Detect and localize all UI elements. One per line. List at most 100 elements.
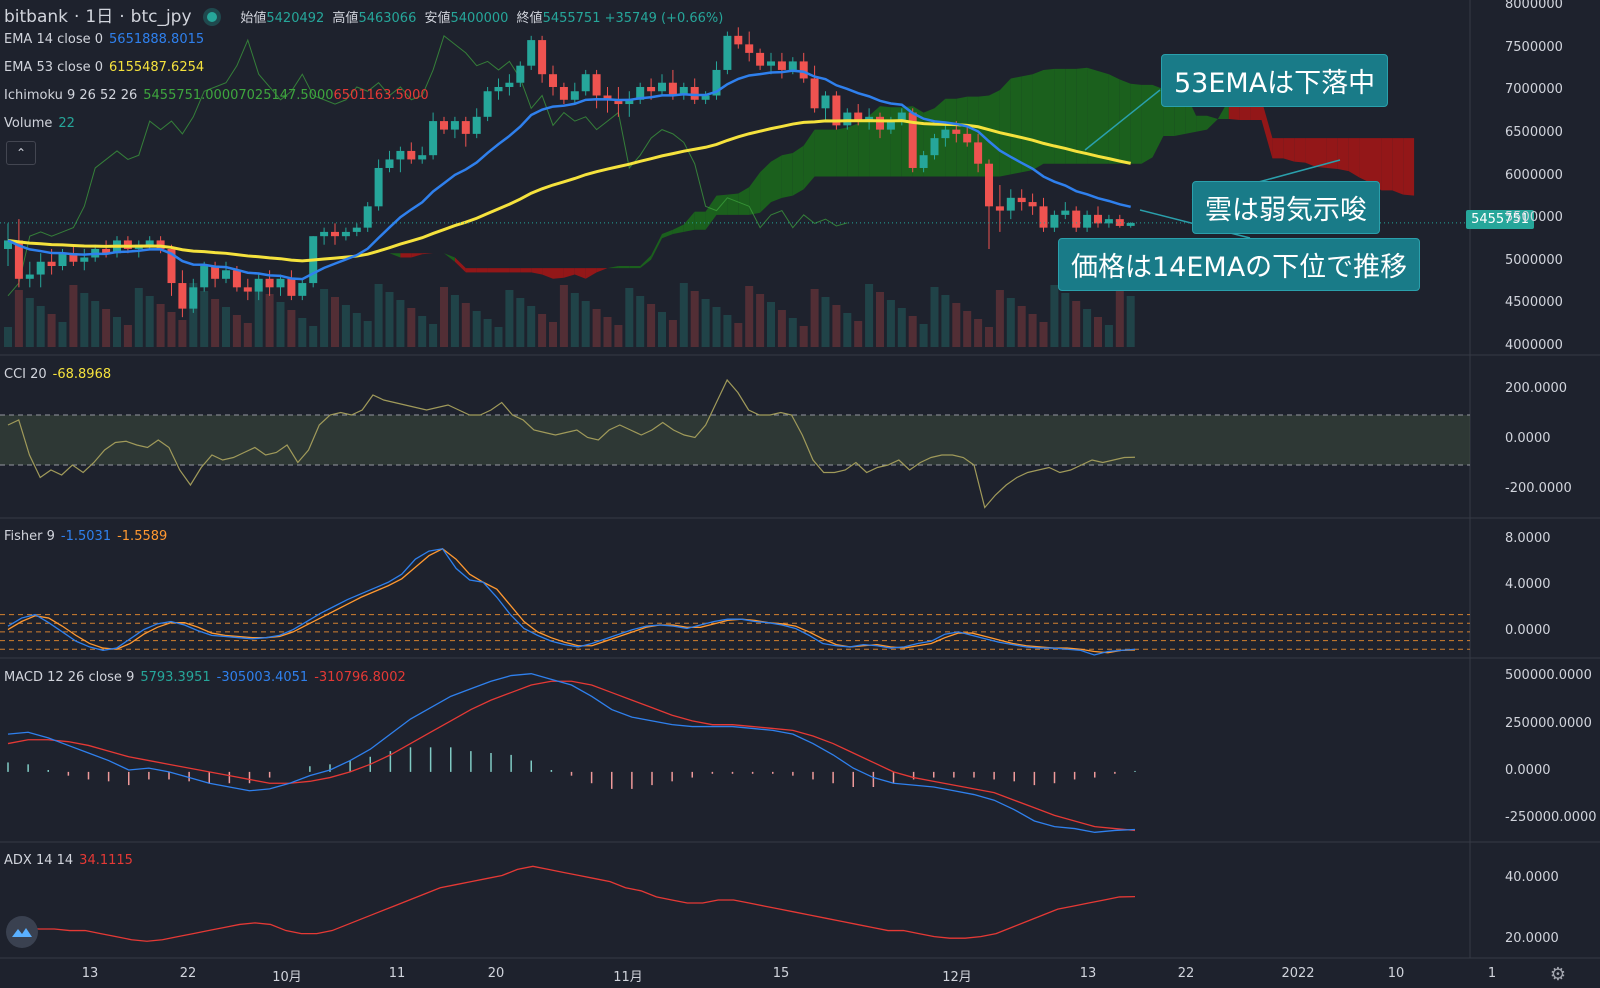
ichimoku-cloud-segment <box>1283 138 1295 162</box>
callout-pointer <box>1084 89 1161 151</box>
gear-icon[interactable]: ⚙ <box>1549 964 1566 985</box>
legend-ema53[interactable]: EMA 53 close 0 6155487.6254 <box>4 60 205 75</box>
legend-ema14[interactable]: EMA 14 close 0 5651888.8015 <box>4 32 205 47</box>
candle-body <box>712 69 721 96</box>
candle-body <box>14 240 23 279</box>
volume-bar <box>178 320 187 347</box>
volume-bar <box>418 316 427 347</box>
volume-bar <box>461 303 470 347</box>
volume-bar <box>298 318 307 347</box>
time-axis-tick: 22 <box>179 966 197 981</box>
volume-bar <box>276 302 285 347</box>
exchange-name[interactable]: bitbank <box>4 7 69 27</box>
candle-body <box>723 35 732 70</box>
candle-body <box>287 278 296 296</box>
candle-body <box>897 112 906 122</box>
volume-bar <box>843 313 852 347</box>
collapse-legend-button[interactable]: ⌃ <box>6 141 36 165</box>
candle-body <box>123 240 132 249</box>
volume-bar <box>211 299 220 347</box>
change-readout: +35749 (+0.66%) <box>604 11 724 26</box>
price-axis-tick: 8000000 <box>1505 0 1563 12</box>
candle-body <box>1061 210 1070 215</box>
candle-body <box>352 227 361 232</box>
candle-body <box>363 206 372 228</box>
macd-axis-tick: 250000.0000 <box>1505 715 1592 731</box>
candle-body <box>854 112 863 122</box>
ichimoku-cloud-segment <box>760 161 771 213</box>
volume-bar <box>886 300 895 347</box>
legend-macd[interactable]: MACD 12 26 close 9 5793.3951 -305003.4051-… <box>4 670 406 685</box>
time-axis-tick: 11 <box>388 966 406 981</box>
ema14-line <box>7 69 1131 281</box>
legend-ichimoku[interactable]: Ichimoku 9 26 52 26 5455751.00007025147.5… <box>4 88 429 103</box>
ichimoku-cloud-segment <box>553 268 564 279</box>
volume-bar <box>47 314 56 347</box>
candle-body <box>450 121 459 130</box>
legend-cci[interactable]: CCI 20 -68.8968 <box>4 367 112 382</box>
volume-bar <box>440 287 448 347</box>
candle-body <box>232 270 241 288</box>
ichimoku-cloud-segment <box>629 266 641 269</box>
volume-bar <box>309 326 318 347</box>
ichimoku-cloud-segment <box>1261 99 1273 159</box>
candle-body <box>516 65 525 83</box>
candle-body <box>952 129 961 134</box>
volume-bar <box>865 284 874 347</box>
volume-bar <box>876 292 884 347</box>
volume-bar <box>1050 285 1059 347</box>
volume-bar <box>254 286 263 347</box>
interval-label[interactable]: 1日 <box>85 7 114 27</box>
volume-bar <box>734 323 743 347</box>
volume-bar <box>331 297 339 347</box>
legend-fisher[interactable]: Fisher 9 -1.5031 -1.5589 <box>4 529 168 544</box>
volume-bar <box>58 322 67 347</box>
volume-bar <box>102 309 111 347</box>
ichimoku-cloud-segment <box>705 195 717 230</box>
candle-body <box>69 253 78 262</box>
candle-body <box>178 283 187 309</box>
candle-body <box>886 121 895 130</box>
candle-body <box>767 61 775 66</box>
volume-bar <box>134 288 143 347</box>
candle-body <box>418 155 427 160</box>
candle-body <box>494 86 503 92</box>
legend-volume[interactable]: Volume 22 <box>4 116 75 131</box>
candle-body <box>636 86 645 100</box>
candle-body <box>865 116 874 122</box>
fisher-axis-tick: 8.0000 <box>1505 530 1551 546</box>
volume-bar <box>145 296 154 347</box>
volume-bar <box>385 292 394 347</box>
candle-body <box>265 278 274 288</box>
candle-body <box>211 266 220 279</box>
price-axis-tick: 6500000 <box>1505 124 1563 140</box>
volume-bar <box>222 307 230 347</box>
pair-label[interactable]: btc_jpy <box>130 7 192 27</box>
time-axis-tick: 13 <box>81 966 99 981</box>
ichimoku-cloud-segment <box>640 255 652 269</box>
candle-body <box>745 44 754 53</box>
candle-body <box>1094 214 1102 224</box>
candle-body <box>1039 206 1048 228</box>
ichimoku-cloud-segment <box>618 266 630 269</box>
ichimoku-cloud-segment <box>1326 138 1338 170</box>
time-axis-tick: 13 <box>1079 966 1097 981</box>
volume-bar <box>821 297 830 347</box>
candle-body <box>941 129 950 139</box>
tradingview-logo-icon[interactable] <box>6 916 38 948</box>
price-axis-tick: 6000000 <box>1505 167 1563 183</box>
ichimoku-cloud-segment <box>465 268 477 273</box>
price-axis-tick: 7000000 <box>1505 82 1563 98</box>
ichimoku-cloud-segment <box>836 127 848 177</box>
candle-body <box>963 133 972 143</box>
candle-body <box>1115 219 1124 226</box>
volume-bar <box>36 306 45 347</box>
legend-adx[interactable]: ADX 14 14 34.1115 <box>4 853 133 868</box>
ichimoku-cloud-segment <box>1043 68 1055 164</box>
ichimoku-cloud-segment <box>476 268 488 273</box>
volume-bar <box>472 311 481 347</box>
ohlc-readout: 始値5420492 高値5463066 安値5400000 終値5455751 … <box>240 11 724 26</box>
candle-body <box>440 121 448 130</box>
ichimoku-cloud-segment <box>880 106 891 177</box>
